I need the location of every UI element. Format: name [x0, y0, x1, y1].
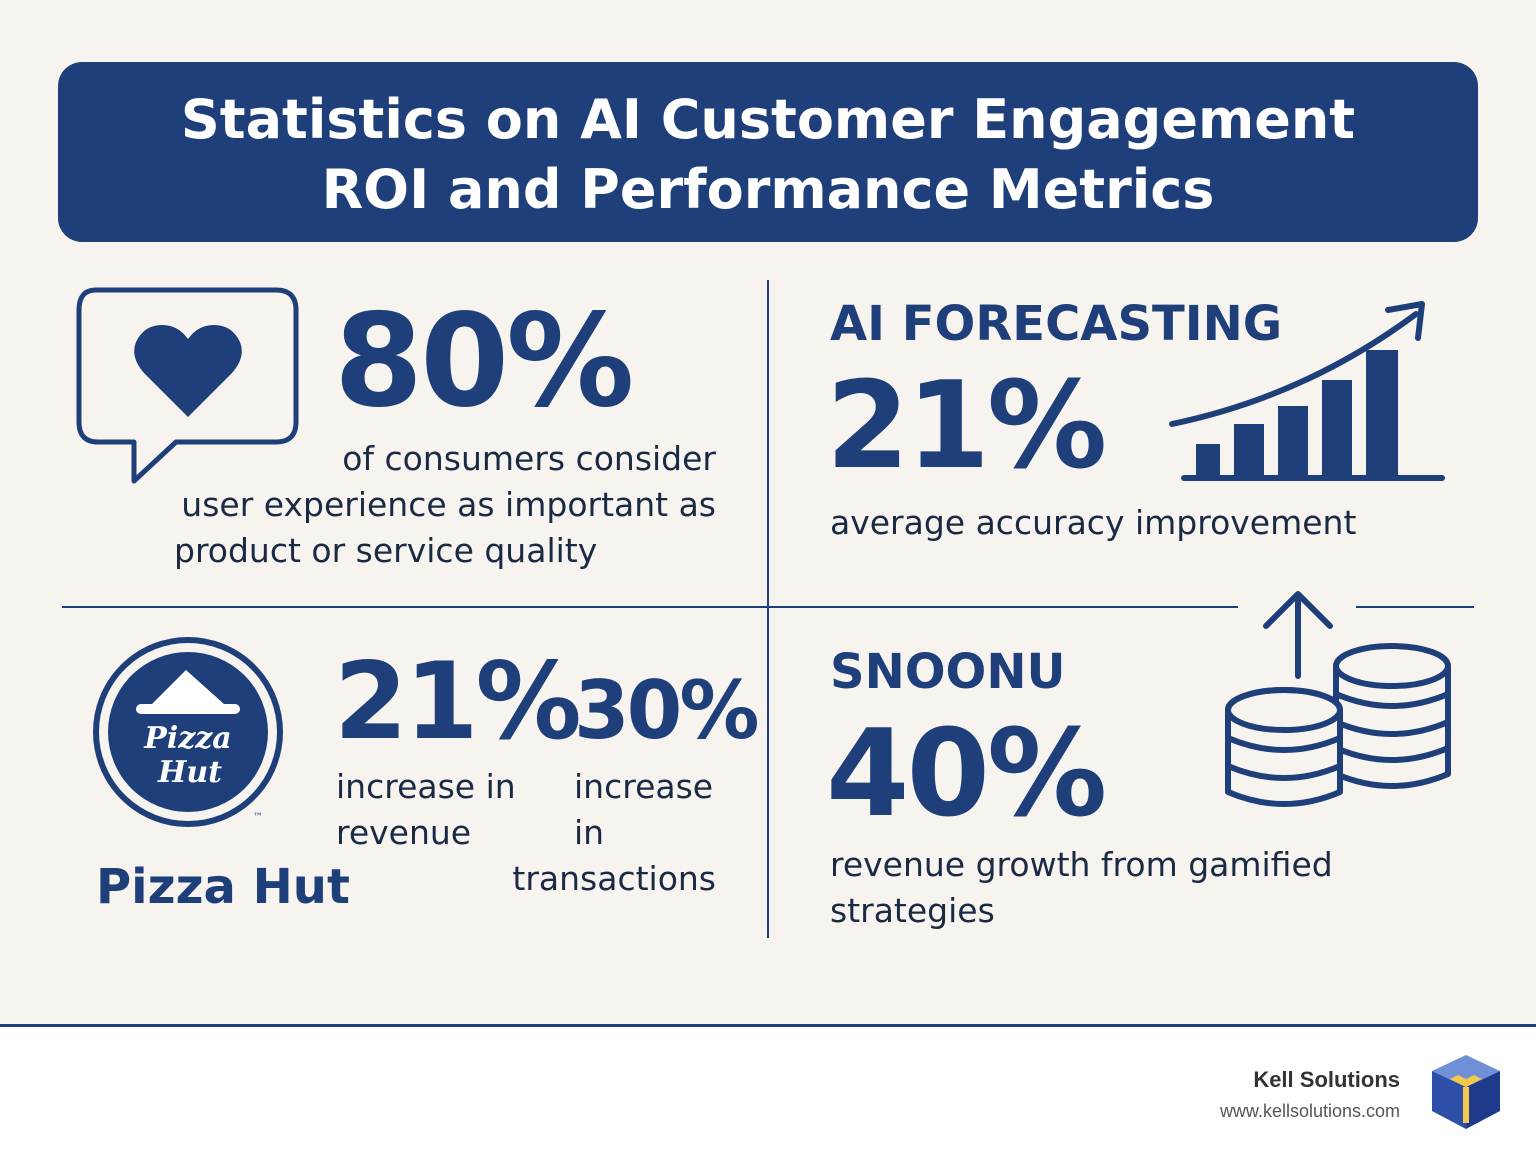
- ux-stat-value: 80%: [334, 287, 634, 436]
- forecasting-heading: AI FORECASTING: [830, 296, 1283, 352]
- pizza-hut-transactions-desc-line-2: in: [574, 813, 605, 852]
- title-banner: Statistics on AI Customer Engagement ROI…: [58, 62, 1478, 242]
- svg-text:™: ™: [253, 812, 263, 823]
- growth-bar-chart-icon: [1169, 301, 1445, 481]
- snoonu-value: 40%: [826, 705, 1107, 844]
- cube-logo-icon: [1432, 1055, 1500, 1129]
- svg-text:Hut: Hut: [157, 755, 222, 790]
- ux-stat-desc-line-3: product or service quality: [174, 531, 598, 570]
- pizza-hut-revenue-desc-line-1: increase in: [336, 767, 516, 806]
- snoonu-heading: SNOONU: [830, 644, 1066, 700]
- pizza-hut-transactions-value: 30%: [574, 664, 759, 757]
- pizza-hut-name: Pizza Hut: [96, 859, 350, 915]
- forecasting-value: 21%: [826, 357, 1107, 496]
- title-line-2: ROI and Performance Metrics: [321, 158, 1215, 221]
- pizza-hut-revenue-desc-line-2: revenue: [336, 813, 472, 852]
- horizontal-divider-left: [62, 606, 1238, 608]
- horizontal-divider-right: [1356, 606, 1474, 608]
- heart-chat-icon: [76, 287, 299, 484]
- forecasting-desc: average accuracy improvement: [830, 503, 1357, 542]
- title-line-1: Statistics on AI Customer Engagement: [180, 88, 1356, 151]
- snoonu-desc-line-1: revenue growth from gamified: [830, 845, 1333, 884]
- pizza-hut-transactions-desc-line-3: transactions: [512, 859, 716, 898]
- footer: Kell Solutions www.kellsolutions.com: [0, 1024, 1536, 1157]
- pizza-hut-transactions-desc-line-1: increase: [574, 767, 714, 806]
- company-name: Kell Solutions: [1253, 1067, 1400, 1092]
- pizza-hut-revenue-value: 21%: [334, 640, 582, 763]
- company-url[interactable]: www.kellsolutions.com: [1219, 1101, 1400, 1121]
- ux-stat-desc-line-2: user experience as important as: [181, 485, 716, 524]
- coins-up-arrow-icon: [1225, 591, 1451, 807]
- svg-text:Pizza: Pizza: [143, 721, 231, 756]
- snoonu-desc-line-2: strategies: [830, 891, 995, 930]
- vertical-divider: [767, 280, 769, 938]
- ux-stat-desc-line-1: of consumers consider: [342, 439, 716, 478]
- pizza-hut-logo-icon: Pizza Hut ™: [93, 637, 283, 827]
